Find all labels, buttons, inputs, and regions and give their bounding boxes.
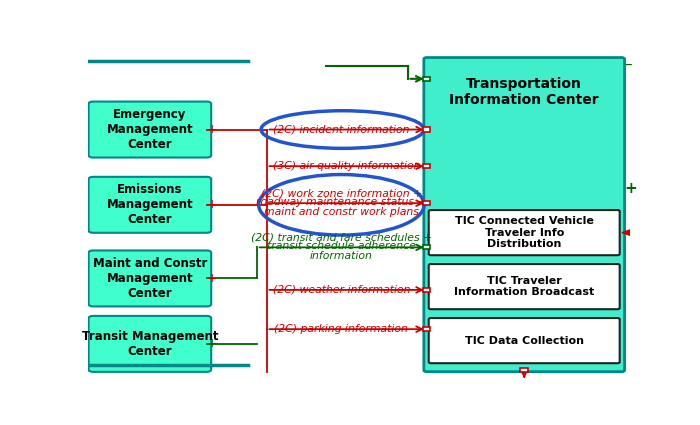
Text: –: –: [624, 57, 631, 71]
FancyBboxPatch shape: [424, 57, 624, 372]
Text: (2C) incident information: (2C) incident information: [273, 125, 410, 135]
Bar: [423, 288, 430, 292]
Text: (2C) transit and fare schedules +: (2C) transit and fare schedules +: [251, 232, 432, 243]
Bar: [423, 164, 430, 168]
FancyBboxPatch shape: [428, 264, 620, 309]
Text: TIC Connected Vehicle
Traveler Info
Distribution: TIC Connected Vehicle Traveler Info Dist…: [455, 216, 594, 249]
FancyBboxPatch shape: [89, 177, 211, 233]
Polygon shape: [622, 229, 633, 236]
Bar: [520, 368, 528, 372]
Text: (2C) work zone information +: (2C) work zone information +: [261, 188, 422, 198]
Text: +: +: [207, 337, 218, 350]
Text: Maint and Constr
Management
Center: Maint and Constr Management Center: [92, 257, 207, 300]
Text: Emissions
Management
Center: Emissions Management Center: [106, 183, 193, 226]
Text: Transportation
Information Center: Transportation Information Center: [449, 77, 599, 107]
FancyBboxPatch shape: [428, 318, 620, 363]
Text: +: +: [207, 272, 218, 285]
Text: transit schedule adherence: transit schedule adherence: [267, 241, 416, 251]
Bar: [423, 245, 430, 249]
FancyBboxPatch shape: [89, 250, 211, 306]
Bar: [423, 128, 430, 132]
Text: +: +: [207, 123, 218, 136]
Text: (2C) weather information: (2C) weather information: [272, 285, 410, 295]
Text: maint and constr work plans: maint and constr work plans: [264, 207, 419, 217]
Bar: [423, 327, 430, 332]
Bar: [423, 76, 430, 81]
Text: TIC Traveler
Information Broadcast: TIC Traveler Information Broadcast: [454, 276, 594, 297]
Text: (2C) parking information: (2C) parking information: [274, 324, 408, 334]
Text: roadway maintenance status +: roadway maintenance status +: [256, 197, 427, 207]
Text: (3C) air quality information: (3C) air quality information: [272, 161, 420, 171]
Text: +: +: [624, 181, 637, 196]
Text: Emergency
Management
Center: Emergency Management Center: [106, 108, 193, 151]
FancyBboxPatch shape: [428, 210, 620, 255]
FancyBboxPatch shape: [89, 316, 211, 372]
Text: information: information: [310, 251, 373, 261]
FancyBboxPatch shape: [89, 102, 211, 158]
Text: TIC Data Collection: TIC Data Collection: [465, 336, 584, 346]
Text: Transit Management
Center: Transit Management Center: [82, 330, 218, 358]
Text: +: +: [207, 198, 218, 211]
Bar: [423, 201, 430, 205]
